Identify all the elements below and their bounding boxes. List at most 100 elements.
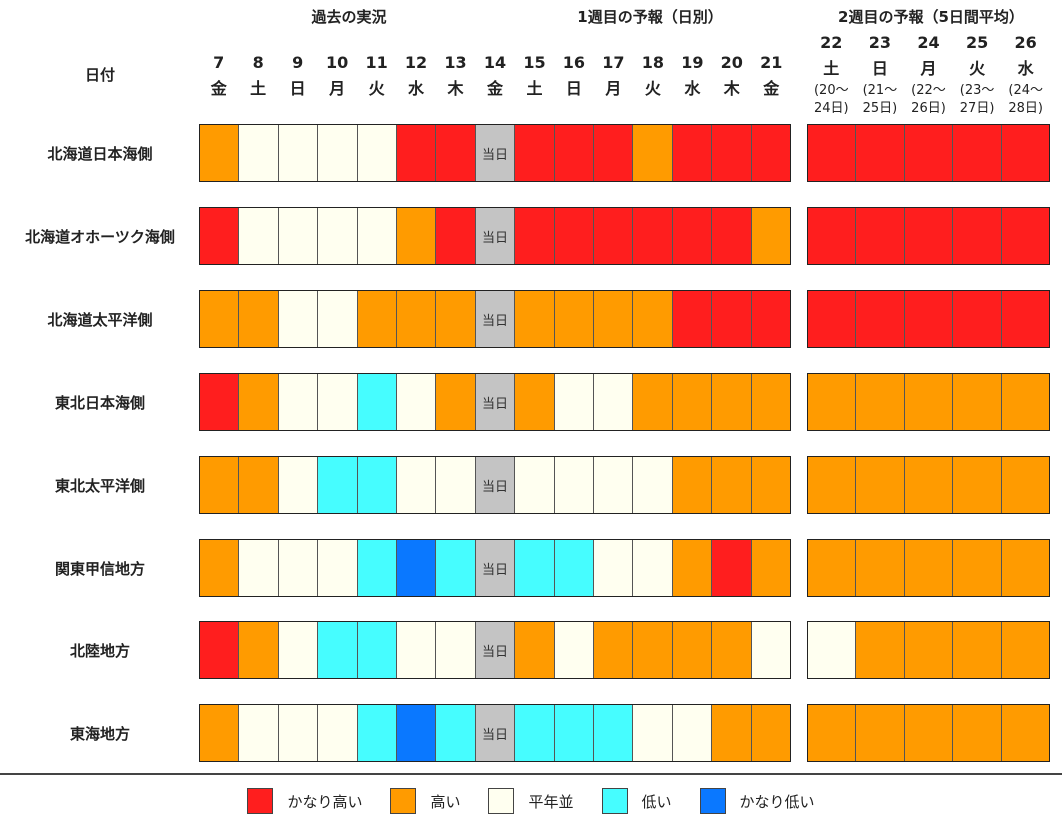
heatmap-cell (239, 540, 279, 596)
date-column-label: 日付 (84, 66, 115, 84)
legend-label: 低い (641, 792, 672, 811)
week2-date-header: 24 月 (22～ 26日) (904, 30, 953, 118)
week2-row (807, 124, 1050, 182)
heatmap-cell (712, 540, 752, 596)
weekday-label: 木 (447, 79, 464, 98)
heatmap-cell (594, 125, 634, 181)
heatmap-cell (239, 291, 279, 347)
heatmap-cell (953, 208, 1002, 264)
date-number: 17 (602, 53, 625, 72)
heatmap-cell (633, 125, 673, 181)
date-number: 12 (404, 53, 428, 72)
legend-item: 平年並 (488, 788, 574, 814)
heatmap-cell (856, 208, 905, 264)
date-number: 23 (868, 33, 892, 52)
heatmap-cell (318, 291, 358, 347)
heatmap-cell (633, 705, 673, 761)
heatmap-cell (856, 540, 905, 596)
range-start: (24～ (1008, 83, 1043, 98)
date-number: 19 (681, 53, 704, 72)
week2-date-header: 23 日 (21～ 25日) (856, 30, 905, 118)
heatmap-cell (554, 208, 595, 264)
legend-label: 平年並 (528, 792, 574, 811)
heatmap-cell (397, 291, 437, 347)
heatmap-cell (1001, 374, 1050, 430)
daily-row: 当日 (199, 456, 791, 514)
legend-swatch (601, 788, 628, 814)
weekday-label: 水 (1017, 59, 1034, 78)
date-number: 15 (523, 53, 546, 72)
date-number: 26 (1014, 33, 1037, 52)
heatmap-cell (633, 208, 673, 264)
heatmap-cell (357, 374, 398, 430)
heatmap-cell (436, 457, 476, 513)
heatmap-cell (278, 208, 319, 264)
weekday-label: 火 (969, 59, 986, 78)
region-label: 北陸地方 (69, 642, 130, 660)
heatmap-cell (712, 457, 752, 513)
weekday-label: 日 (871, 59, 888, 78)
heatmap-cell (808, 457, 857, 513)
legend-label: 高い (430, 792, 461, 811)
heatmap-cell (515, 374, 555, 430)
heatmap-cell (239, 622, 279, 678)
today-cell: 当日 (475, 622, 516, 678)
legend: かなり高い 高い 平年並 低い かなり低い (0, 785, 1062, 817)
heatmap-cell (278, 291, 319, 347)
heatmap-cell (751, 291, 791, 347)
daily-row: 当日 (199, 621, 791, 679)
heatmap-cell (953, 622, 1002, 678)
heatmap-cell (808, 208, 857, 264)
heatmap-cell (515, 705, 555, 761)
heatmap-cell (856, 374, 905, 430)
range-start: (23～ (959, 83, 995, 98)
range-start: (22～ (911, 83, 946, 98)
heatmap-cell (436, 208, 476, 264)
week2-row (807, 456, 1050, 514)
heatmap-cell (633, 291, 673, 347)
date-header: 21 金 (752, 50, 791, 102)
heatmap-cell (554, 457, 595, 513)
weekday-label: 日 (565, 79, 582, 98)
heatmap-cell (808, 540, 857, 596)
region-label: 東北太平洋側 (54, 477, 145, 495)
heatmap-cell (436, 540, 476, 596)
heatmap-cell (554, 622, 595, 678)
heatmap-cell (200, 622, 240, 678)
heatmap-cell (633, 374, 673, 430)
heatmap-cell (436, 374, 476, 430)
range-end: 28日) (1008, 101, 1043, 116)
region-label: 東海地方 (69, 725, 130, 743)
today-cell: 当日 (475, 540, 516, 596)
heatmap-cell (594, 457, 634, 513)
legend-swatch (247, 788, 274, 814)
daily-row: 当日 (199, 207, 791, 265)
heatmap-cell (357, 125, 398, 181)
range-end: 24日) (813, 101, 849, 116)
heatmap-cell (200, 705, 240, 761)
today-cell: 当日 (475, 208, 516, 264)
weekday-label: 火 (368, 79, 385, 98)
heatmap-cell (751, 208, 791, 264)
heatmap-cell (594, 291, 634, 347)
heatmap-cell (554, 540, 595, 596)
date-number: 13 (444, 53, 467, 72)
heatmap-cell (712, 291, 752, 347)
heatmap-cell (712, 208, 752, 264)
weekday-label: 土 (526, 79, 543, 98)
date-header: 10 月 (317, 50, 356, 102)
heatmap-cell (672, 622, 713, 678)
heatmap-cell (239, 208, 279, 264)
past-section-title: 過去の実況 (311, 8, 387, 26)
region-label: 関東甲信地方 (54, 560, 145, 578)
heatmap-cell (515, 291, 555, 347)
date-number: 22 (820, 33, 843, 52)
heatmap-cell (904, 540, 954, 596)
heatmap-cell (318, 208, 358, 264)
heatmap-cell (953, 705, 1002, 761)
legend-swatch (488, 788, 515, 814)
legend-item: かなり高い (247, 788, 362, 814)
week2-row (807, 704, 1050, 762)
heatmap-cell (856, 125, 905, 181)
